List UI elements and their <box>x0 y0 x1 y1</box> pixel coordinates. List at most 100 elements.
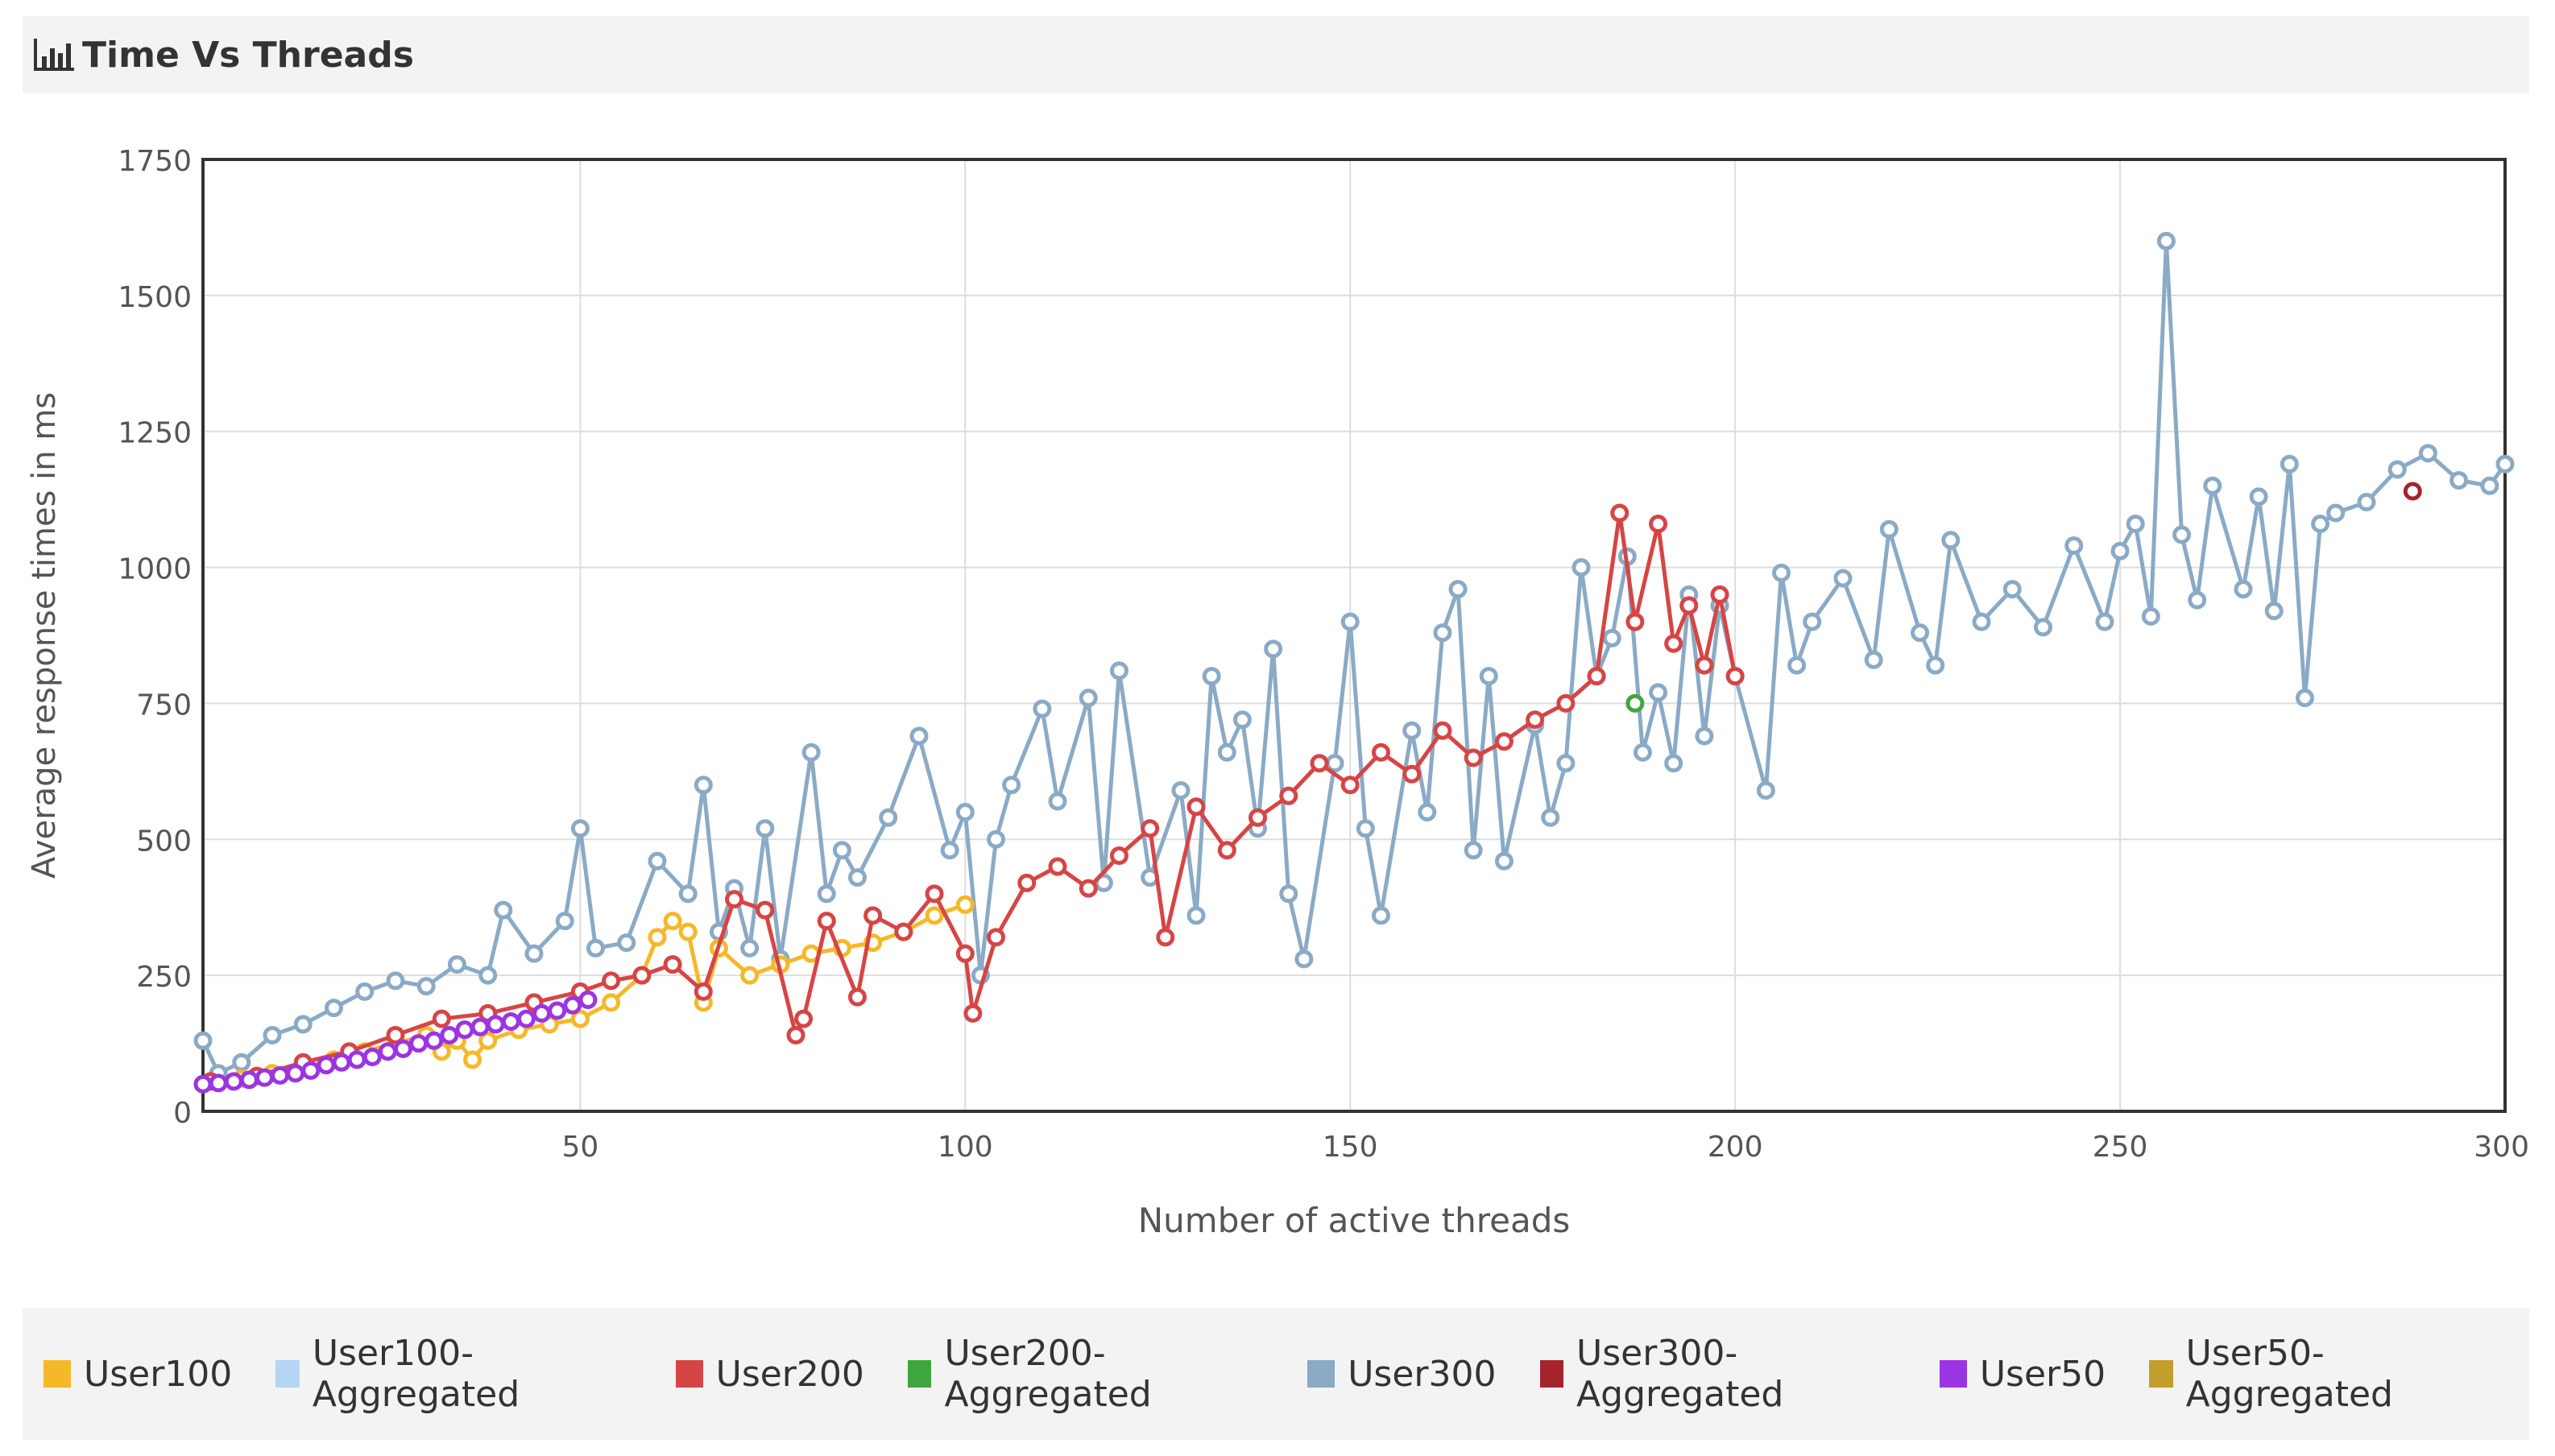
data-point <box>602 971 621 991</box>
data-point <box>1649 515 1668 534</box>
legend-label: User300-Aggregated <box>1576 1333 1784 1415</box>
data-point <box>1418 803 1437 822</box>
data-point <box>1371 742 1390 762</box>
data-point <box>1833 569 1853 588</box>
data-point <box>386 971 405 991</box>
legend-swatch <box>907 1360 932 1388</box>
data-point <box>2095 612 2114 631</box>
data-point <box>501 1012 520 1032</box>
data-point <box>1202 667 1221 686</box>
data-point <box>740 966 760 985</box>
data-point <box>1695 726 1714 746</box>
legend-item-user300-aggregated[interactable]: User300-Aggregated <box>1539 1333 1896 1415</box>
data-point <box>548 1001 567 1020</box>
data-point <box>2403 482 2422 501</box>
data-point <box>1402 721 1422 740</box>
series-user200 <box>201 503 1745 1091</box>
legend-item-user50[interactable]: User50 <box>1939 1354 2106 1395</box>
data-point <box>1109 661 1128 680</box>
x-axis-label: Number of active threads <box>1138 1201 1570 1240</box>
series-user300 <box>193 231 2515 1083</box>
data-point <box>1002 776 1021 795</box>
data-point <box>2141 606 2160 626</box>
data-point <box>663 955 682 974</box>
data-point <box>2295 689 2314 708</box>
legend-swatch <box>1307 1360 1335 1388</box>
data-point <box>1664 754 1683 773</box>
data-point <box>193 1031 213 1050</box>
data-point <box>1141 819 1160 838</box>
data-point <box>1610 503 1629 523</box>
legend: User100 User100-Aggregated User200 User200-… <box>23 1308 2529 1440</box>
data-point <box>832 841 851 860</box>
data-point <box>2480 476 2499 495</box>
y-tick-label: 0 <box>173 1097 192 1130</box>
data-point <box>2033 618 2052 637</box>
legend-item-user300[interactable]: User300 <box>1307 1353 1497 1395</box>
y-tick-label: 1500 <box>118 281 192 314</box>
data-point <box>1625 693 1645 713</box>
data-point <box>486 1015 505 1034</box>
data-point <box>817 884 836 904</box>
data-point <box>756 900 775 920</box>
data-point <box>1249 808 1268 827</box>
series-layer <box>193 231 2515 1094</box>
data-point <box>1725 667 1745 686</box>
legend-item-user100-aggregated[interactable]: User100-Aggregated <box>275 1333 632 1415</box>
legend-label: User200-Aggregated <box>944 1333 1152 1415</box>
data-point <box>432 1009 451 1028</box>
series-user200-aggregated <box>1625 693 1645 713</box>
data-point <box>478 1031 498 1050</box>
x-tick-label: 200 <box>1708 1131 1763 1164</box>
data-point <box>1879 519 1899 539</box>
y-tick-label: 1000 <box>118 553 192 586</box>
data-point <box>894 922 913 941</box>
data-point <box>1310 754 1329 773</box>
legend-item-user100[interactable]: User100 <box>43 1354 232 1395</box>
legend-label: User300 <box>1348 1353 1497 1395</box>
data-point <box>963 1003 983 1023</box>
legend-item-user200-aggregated[interactable]: User200-Aggregated <box>907 1333 1264 1415</box>
legend-label: User200 <box>715 1353 864 1395</box>
data-point <box>1679 596 1699 615</box>
data-point <box>1494 732 1514 751</box>
data-point <box>1771 563 1791 582</box>
chart-canvas: 0 250 500 750 1000 1250 1500 1750 50 100 150 200 250… <box>26 145 2529 1240</box>
data-point <box>863 906 883 925</box>
data-point <box>1556 693 1576 713</box>
data-point <box>271 1065 290 1085</box>
data-point <box>2495 454 2515 474</box>
legend-swatch <box>1939 1360 1967 1388</box>
data-point <box>1232 710 1252 730</box>
legend-item-user200[interactable]: User200 <box>675 1353 864 1395</box>
series-line-user300 <box>201 241 2507 1077</box>
data-point <box>263 1025 282 1044</box>
x-tick-label: 250 <box>2093 1131 2148 1164</box>
y-tick-label: 1750 <box>118 145 192 178</box>
data-point <box>955 944 975 963</box>
data-point <box>570 1009 590 1028</box>
grid-lines <box>203 159 2506 1112</box>
data-point <box>1402 764 1422 784</box>
data-point <box>286 1064 305 1083</box>
data-point <box>1649 683 1668 702</box>
data-point <box>909 726 929 746</box>
data-point <box>1371 906 1390 925</box>
data-point <box>925 884 944 904</box>
data-point <box>1864 650 1883 669</box>
data-point <box>2203 476 2222 495</box>
data-point <box>570 819 590 838</box>
data-point <box>1048 792 1067 811</box>
legend-item-user50-aggregated[interactable]: User50-Aggregated <box>2149 1333 2486 1415</box>
data-point <box>1279 786 1298 805</box>
data-point <box>532 1003 552 1023</box>
data-point <box>1186 906 1206 925</box>
data-point <box>1803 612 1822 631</box>
series-user300-aggregated <box>2403 482 2422 501</box>
data-point <box>632 966 652 985</box>
data-point <box>794 1009 814 1028</box>
chart-panel-header: Time Vs Threads <box>23 16 2529 93</box>
data-point <box>987 928 1006 947</box>
y-tick-label: 500 <box>136 825 192 858</box>
data-point <box>578 991 598 1010</box>
